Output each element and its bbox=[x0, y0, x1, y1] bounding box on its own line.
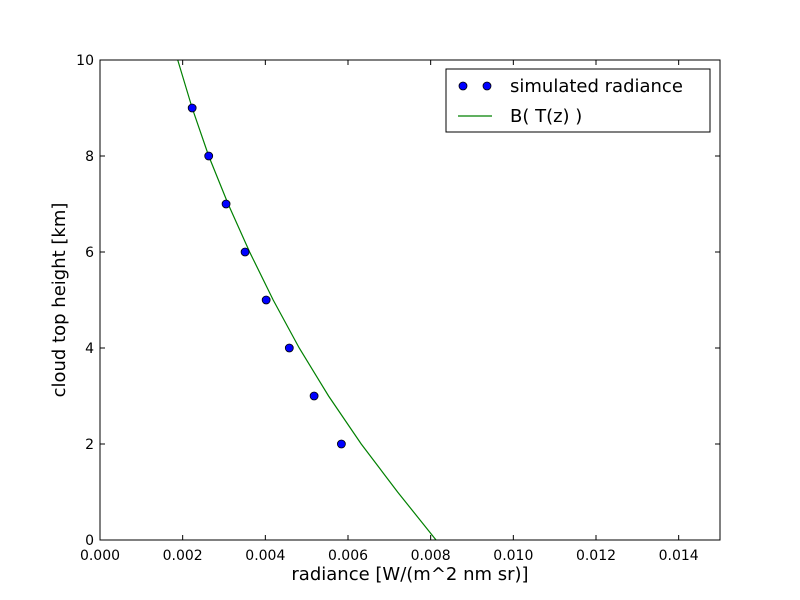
data-point-simulated-radiance bbox=[221, 199, 231, 209]
legend-label-simulated-radiance: simulated radiance bbox=[510, 76, 683, 97]
data-point-simulated-radiance bbox=[240, 247, 250, 257]
x-tick-label: 0.000 bbox=[80, 548, 120, 564]
data-point-simulated-radiance bbox=[204, 151, 214, 161]
legend-marker-simulated-radiance bbox=[482, 81, 492, 91]
x-tick-label: 0.006 bbox=[328, 548, 368, 564]
series-line-btz bbox=[177, 60, 437, 540]
y-axis-label: cloud top height [km] bbox=[49, 203, 70, 398]
data-point-simulated-radiance bbox=[261, 295, 271, 305]
legend-marker-simulated-radiance bbox=[458, 81, 468, 91]
series-lines bbox=[177, 60, 437, 540]
series-markers bbox=[187, 103, 346, 449]
plot-frame bbox=[99, 59, 721, 541]
y-tick-label: 8 bbox=[85, 149, 94, 165]
data-point-simulated-radiance bbox=[309, 391, 319, 401]
legend: simulated radiance B( T(z) ) bbox=[445, 68, 711, 133]
legend-box bbox=[445, 68, 711, 133]
data-point-simulated-radiance bbox=[284, 343, 294, 353]
y-tick-label: 6 bbox=[85, 245, 94, 261]
data-point-simulated-radiance bbox=[187, 103, 197, 113]
legend-label-btz: B( T(z) ) bbox=[510, 106, 582, 127]
x-tick-label: 0.002 bbox=[163, 548, 203, 564]
x-tick-label: 0.004 bbox=[245, 548, 285, 564]
data-point-simulated-radiance bbox=[336, 439, 346, 449]
x-tick-label: 0.012 bbox=[576, 548, 616, 564]
x-tick-label: 0.008 bbox=[411, 548, 451, 564]
x-tick-label: 0.010 bbox=[493, 548, 533, 564]
x-axis-label: radiance [W/(m^2 nm sr)] bbox=[291, 564, 528, 585]
axis-ticks bbox=[99, 59, 720, 541]
y-tick-label: 0 bbox=[85, 533, 94, 549]
tick-labels: 0.000 0.002 0.004 0.006 0.008 0.010 0.012 0.014… bbox=[76, 53, 699, 564]
y-tick-label: 4 bbox=[85, 341, 94, 357]
y-tick-label: 2 bbox=[85, 437, 94, 453]
y-tick-label: 10 bbox=[76, 53, 94, 69]
x-tick-label: 0.014 bbox=[659, 548, 699, 564]
